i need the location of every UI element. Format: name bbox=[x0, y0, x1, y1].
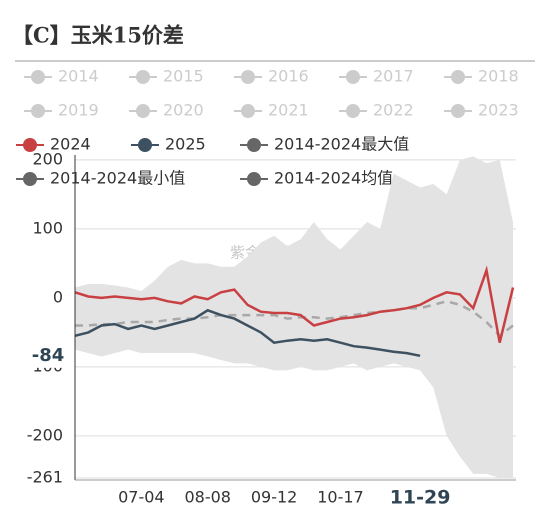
legend-marker bbox=[247, 172, 261, 186]
legend-marker bbox=[136, 70, 150, 84]
legend-marker bbox=[31, 70, 45, 84]
x-tick-label: 08-08 bbox=[184, 488, 231, 507]
legend-marker bbox=[136, 104, 150, 118]
highlight-value: -84 bbox=[32, 345, 65, 366]
x-tick-label: 10-17 bbox=[317, 488, 364, 507]
legend-label: 2014-2024最大值 bbox=[274, 135, 409, 154]
legend-marker bbox=[241, 104, 255, 118]
legend-label: 2023 bbox=[478, 101, 519, 120]
legend-marker bbox=[23, 172, 37, 186]
legend-marker bbox=[138, 138, 152, 152]
legend-label: 2018 bbox=[478, 67, 519, 86]
series-line bbox=[74, 265, 515, 343]
x-tick-label: 09-12 bbox=[251, 488, 298, 507]
x-tick-label: 11-29 bbox=[390, 487, 451, 509]
legend-label: 2015 bbox=[163, 67, 204, 86]
y-tick-label: -261 bbox=[27, 468, 63, 487]
legend-label: 2025 bbox=[165, 135, 206, 154]
legend-label: 2017 bbox=[373, 67, 414, 86]
legend-label: 2022 bbox=[373, 101, 414, 120]
x-tick-label: 07-04 bbox=[118, 488, 165, 507]
legend-marker bbox=[23, 138, 37, 152]
legend-label: 2014-2024最小值 bbox=[50, 169, 185, 188]
legend-marker bbox=[31, 104, 45, 118]
legend-marker bbox=[247, 138, 261, 152]
legend-marker bbox=[241, 70, 255, 84]
y-tick-label: 100 bbox=[32, 218, 63, 237]
legend-marker bbox=[346, 104, 360, 118]
y-tick-label: 200 bbox=[32, 149, 63, 168]
range-band bbox=[75, 156, 513, 478]
legend-marker bbox=[346, 70, 360, 84]
mean-line bbox=[75, 300, 514, 338]
legend-label: 2014 bbox=[58, 67, 99, 86]
legend-label: 2021 bbox=[268, 101, 309, 120]
chart-title: 【C】玉米15价差 bbox=[12, 23, 184, 48]
legend-marker bbox=[451, 70, 465, 84]
legend-label: 2014-2024均值 bbox=[274, 169, 393, 188]
legend-label: 2020 bbox=[163, 101, 204, 120]
legend-label: 2016 bbox=[268, 67, 309, 86]
legend-marker bbox=[451, 104, 465, 118]
y-tick-label: -200 bbox=[27, 425, 63, 444]
series-line bbox=[74, 308, 421, 358]
legend-label: 2024 bbox=[50, 135, 91, 154]
highlight-box bbox=[26, 343, 72, 368]
legend-label: 2019 bbox=[58, 101, 99, 120]
y-tick-label: 0 bbox=[53, 287, 63, 306]
